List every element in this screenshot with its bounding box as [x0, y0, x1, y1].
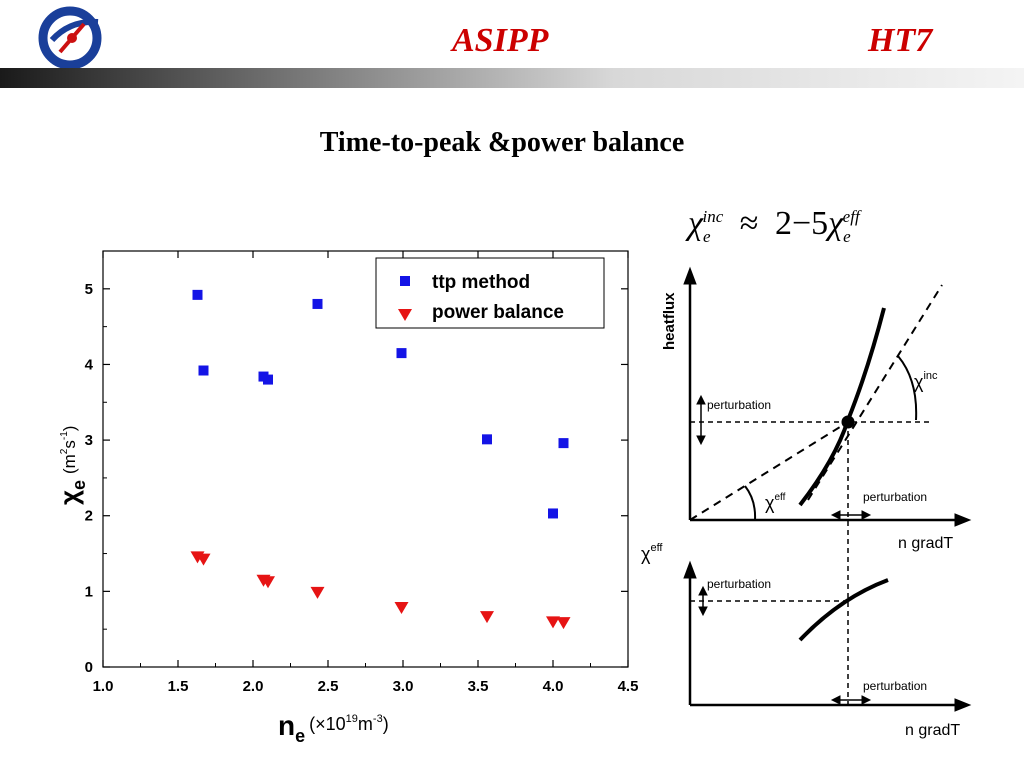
chi-inc-tangent — [807, 284, 943, 501]
chi-inc-angle-arc — [897, 355, 918, 421]
y-tick-label: 0 — [85, 659, 93, 676]
power-balance-point — [261, 576, 275, 589]
schematic-diagram — [683, 266, 972, 712]
header-title-left: ASIPP — [452, 22, 549, 59]
top-x-label: n gradT — [898, 535, 953, 552]
power-balance-point — [394, 602, 409, 615]
y-tick-label: 4 — [85, 356, 94, 373]
formula-sup-right: eff — [842, 206, 860, 226]
x-tick-label: 3.5 — [468, 678, 489, 695]
formula-relation: ≈ — [739, 205, 759, 242]
ttp-method-point — [558, 438, 569, 449]
x-axis: 1.0 1.5 2.0 2.5 3.0 3.5 4.0 4.5 — [93, 251, 639, 695]
top-y-arrow — [683, 266, 697, 285]
perturbation-label-y-top: perturbation — [707, 398, 771, 412]
y-tick-label: 3 — [85, 432, 93, 449]
ttp-method-point — [312, 298, 323, 309]
ttp-method-point — [548, 508, 558, 519]
power-balance-point — [480, 611, 494, 624]
x-perturbation-arrow-head-left — [830, 510, 841, 520]
x-tick-label: 1.5 — [168, 678, 189, 695]
chi-inc-label: χinc — [914, 370, 938, 392]
legend-label-power: power balance — [432, 302, 564, 323]
y-perturbation-arrow-head-up — [696, 394, 706, 405]
formula-chi-right: χ — [828, 205, 844, 242]
bottom-y-arrow-head-up — [698, 585, 708, 596]
x-axis-label: ne(×1019m-3) — [278, 710, 389, 746]
formula-range: 2−5 — [774, 205, 829, 242]
ttp-method-point — [198, 365, 209, 376]
y-tick-label: 1 — [85, 583, 93, 600]
y-perturbation-arrow-head-down — [696, 435, 706, 446]
formula-chi-left: χ — [688, 205, 703, 242]
formula-sub-left: e — [702, 226, 711, 246]
ttp-method-point — [396, 348, 407, 359]
schematic-labels: heatflux n gradT χinc χeff perturbation … — [641, 292, 960, 739]
data-points — [190, 289, 571, 630]
slide-title: Time-to-peak &power balance — [319, 127, 685, 158]
bottom-x-label: n gradT — [905, 722, 960, 739]
ttp-method-point — [482, 434, 492, 445]
power-balance-point — [310, 586, 325, 599]
bottom-y-arrow — [683, 560, 697, 579]
power-balance-point — [546, 616, 560, 629]
chi-eff-label: χeff — [765, 492, 786, 513]
top-x-arrow — [954, 513, 972, 527]
bottom-y-arrow-head-down — [698, 606, 708, 617]
bottom-x-arrow-head-left — [830, 695, 841, 705]
x-tick-label: 2.5 — [318, 678, 339, 695]
x-perturbation-arrow-head-right — [861, 510, 872, 520]
heatflux-curve — [798, 307, 886, 507]
power-balance-point — [556, 617, 571, 630]
legend-box — [375, 257, 605, 329]
legend-label-ttp: ttp method — [432, 272, 530, 293]
chi-eff-curve — [798, 578, 889, 642]
legend: ttp method power balance — [375, 257, 605, 329]
header-bar — [0, 68, 1024, 88]
x-tick-label: 3.0 — [393, 678, 414, 695]
y-tick-label: 5 — [85, 281, 93, 298]
operating-point — [841, 415, 855, 429]
bottom-x-arrow-head-right — [861, 695, 872, 705]
perturbation-label-y-bottom: perturbation — [707, 577, 771, 591]
chi-eff-line — [689, 421, 849, 521]
ttp-method-point — [263, 374, 273, 385]
x-tick-label: 2.0 — [243, 678, 264, 695]
legend-marker-ttp — [400, 276, 410, 286]
bottom-y-label: χeff — [641, 542, 663, 564]
x-tick-label: 4.5 — [618, 678, 639, 695]
ttp-method-point — [192, 289, 203, 300]
formula-sup-left: inc — [702, 206, 724, 226]
scatter-chart: 1.0 1.5 2.0 2.5 3.0 3.5 4.0 4.5 0 1 2 3 4 5 ttp meth… — [54, 250, 639, 746]
institute-logo — [38, 6, 102, 70]
y-axis-label: χe(m2s-1) — [54, 426, 89, 505]
perturbation-label-x-bottom: perturbation — [863, 679, 927, 693]
y-axis: 0 1 2 3 4 5 — [85, 281, 628, 676]
perturbation-label-x-top: perturbation — [863, 490, 927, 504]
power-balance-point — [196, 553, 211, 566]
chi-eff-angle-arc — [744, 485, 757, 521]
x-tick-label: 4.0 — [543, 678, 564, 695]
chi-relation-formula: χeinc ≈ 2−5χeeff — [688, 205, 860, 247]
y-tick-label: 2 — [85, 508, 93, 525]
heatflux-label: heatflux — [661, 292, 678, 350]
bottom-x-arrow — [954, 698, 972, 712]
formula-sub-right: e — [843, 226, 851, 246]
legend-marker-power — [398, 309, 412, 321]
x-tick-label: 1.0 — [93, 678, 114, 695]
header-title-right: HT7 — [868, 22, 933, 59]
